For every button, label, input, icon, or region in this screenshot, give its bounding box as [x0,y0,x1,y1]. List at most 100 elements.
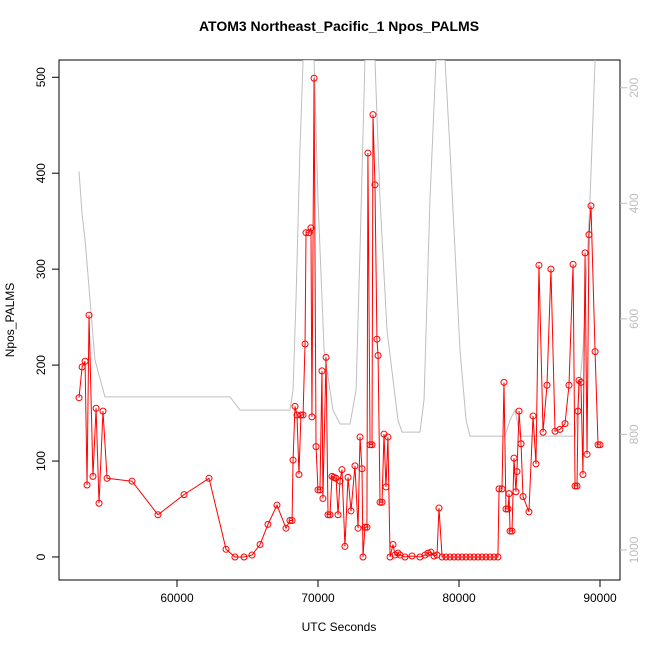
data-point [128,477,136,485]
y2-tick-label: 800 [627,424,641,444]
data-point [498,485,506,493]
data-point [282,524,290,532]
y2-tick-label: 400 [627,193,641,213]
y2-line [78,60,596,437]
data-point [401,553,409,561]
data-point [363,523,371,531]
data-point [529,412,537,420]
data-point [571,482,579,490]
y-tick-label: 100 [34,451,48,471]
y2-tick-label: 1000 [627,536,641,563]
data-point [539,428,547,436]
data-point [585,231,593,239]
data-point [154,511,162,519]
data-point [308,413,316,421]
data-point [180,491,188,499]
data-point [354,524,362,532]
data-point [513,468,521,476]
data-point [446,553,454,561]
data-point [301,340,309,348]
y-axis-label: Npos_PALMS [3,283,17,357]
data-point [299,411,307,419]
data-point [368,441,376,449]
data-point [92,404,100,412]
data-point [318,367,326,375]
data-point [502,505,510,513]
y2-tick-label: 200 [627,77,641,97]
data-point [596,441,604,449]
data-point [378,498,386,506]
data-point [361,523,369,531]
data-point [384,433,392,441]
y-tick-label: 300 [34,259,48,279]
x-tick-label: 60000 [160,591,194,605]
data-point [289,456,297,464]
data-point [205,474,213,482]
data-point [322,353,330,361]
data-point [89,472,97,480]
data-point [500,378,508,386]
data-point [366,441,374,449]
data-point [435,504,443,512]
data-point [556,425,564,433]
data-point [450,553,458,561]
data-point [408,552,416,560]
data-point [344,473,352,481]
data-point [438,553,446,561]
data-point [579,470,587,478]
x-tick-label: 70000 [301,591,335,605]
data-point [442,553,450,561]
data-point [594,441,602,449]
data-point [490,553,498,561]
data-point [99,407,107,415]
data-point [512,488,520,496]
y-tick-label: 400 [34,163,48,183]
data-point [430,552,438,560]
data-point [525,508,533,516]
plot-area [75,60,604,561]
data-point [591,348,599,356]
chart-title: ATOM3 Northeast_Pacific_1 Npos_PALMS [199,18,479,34]
data-point [574,407,582,415]
data-point [494,553,502,561]
data-point [466,553,474,561]
data-point [535,261,543,269]
data-point [462,553,470,561]
data-point [547,265,555,273]
data-point [424,549,432,557]
data-point [312,443,320,451]
data-point [324,511,332,519]
data-point [334,511,342,519]
data-point [264,520,272,528]
y-tick-label: 500 [34,67,48,87]
data-point [575,376,583,384]
data-point [577,378,585,386]
data-point [288,517,296,525]
data-point [506,527,514,535]
data-point [389,541,397,549]
data-point [581,249,589,257]
data-point [358,465,366,473]
data-point [364,149,372,157]
data-point [231,553,239,561]
data-point [573,482,581,490]
data-point [515,407,523,415]
data-point [222,545,230,553]
data-point [341,542,349,550]
data-point [474,553,482,561]
data-point [374,351,382,359]
data-point [351,462,359,470]
data-point [75,394,83,402]
data-point [81,357,89,365]
data-point [297,411,305,419]
data-point [273,501,281,509]
data-point [504,505,512,513]
data-point [338,466,346,474]
data-point [295,470,303,478]
data-point [454,553,462,561]
data-point [543,381,551,389]
y-tick-label: 200 [34,355,48,375]
data-point [561,420,569,428]
